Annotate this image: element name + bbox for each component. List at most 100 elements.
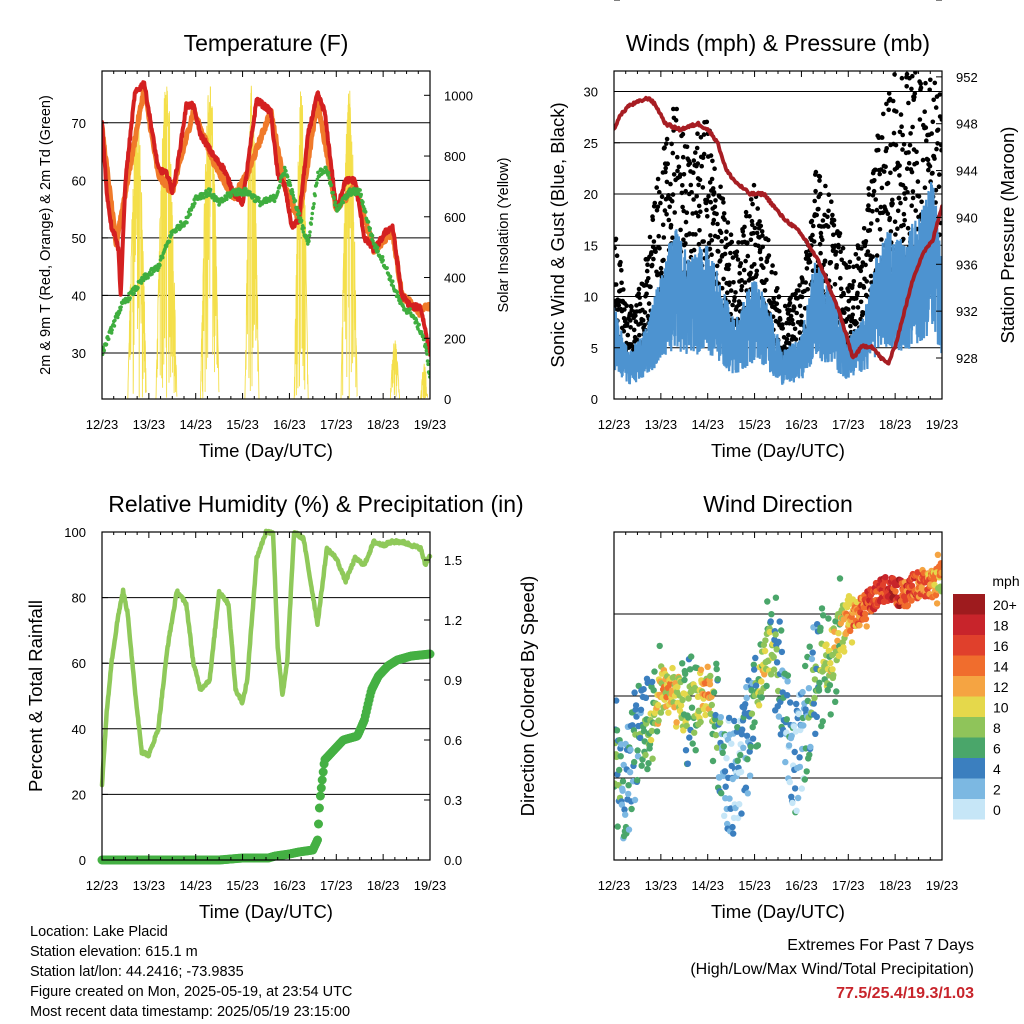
gust-point	[696, 182, 701, 188]
gust-point	[892, 219, 898, 224]
direction-point	[640, 727, 648, 735]
dewpoint-point	[136, 286, 140, 290]
gust-point	[651, 256, 656, 262]
gust-point	[697, 177, 703, 183]
gust-point	[904, 166, 910, 171]
dewpoint-point	[169, 232, 174, 237]
direction-point	[713, 660, 720, 667]
gust-point	[837, 231, 843, 236]
gust-point	[754, 230, 760, 236]
gust-point	[898, 112, 904, 117]
gust-point	[708, 153, 714, 158]
gust-point	[918, 81, 923, 87]
gust-point	[752, 262, 757, 267]
gust-point	[777, 308, 782, 314]
gust-point	[681, 237, 686, 242]
direction-point	[767, 671, 775, 678]
direction-point	[934, 551, 942, 558]
gust-point	[664, 212, 669, 217]
gust-point	[906, 100, 911, 106]
direction-point	[752, 654, 759, 662]
speed-legend: mph 20+ 18 16 14 12 10 8 6 4 2 0	[953, 573, 1020, 820]
dewpoint-point	[229, 193, 234, 198]
direction-point	[686, 666, 694, 673]
direction-point	[681, 676, 688, 684]
gust-point	[670, 192, 676, 197]
solar-insolation-line	[389, 340, 400, 399]
direction-point	[673, 719, 680, 726]
direction-point	[747, 743, 754, 750]
direction-point	[682, 747, 690, 754]
gust-point	[745, 253, 751, 259]
gust-point	[820, 237, 825, 243]
direction-point	[657, 709, 665, 716]
gust-point	[704, 197, 710, 203]
direction-point	[629, 722, 636, 729]
direction-point	[743, 732, 751, 739]
elevation-text: Station elevation: 615.1 m	[30, 944, 198, 960]
gust-point	[738, 261, 744, 266]
direction-point	[820, 612, 827, 619]
direction-point	[933, 600, 941, 607]
gust-point	[726, 266, 731, 272]
gust-point	[927, 87, 932, 93]
gust-point	[854, 296, 859, 301]
gust-point	[659, 194, 665, 200]
gust-point	[728, 250, 733, 256]
gust-point	[890, 201, 895, 207]
direction-point	[750, 661, 757, 668]
x-axis-label: Time (Day/UTC)	[199, 440, 333, 461]
gust-point	[878, 204, 884, 210]
x-tick-label: 19/23	[926, 878, 959, 893]
gust-point	[867, 228, 873, 233]
direction-point	[685, 695, 692, 702]
direction-point	[620, 761, 627, 769]
gust-point	[661, 235, 667, 240]
gust-point	[818, 191, 823, 197]
solar-insolation-line	[244, 85, 260, 399]
gust-point	[735, 257, 741, 262]
gust-point	[774, 301, 780, 307]
dewpoint-point	[395, 290, 400, 295]
gust-point	[812, 198, 817, 204]
direction-point	[784, 692, 791, 699]
direction-point	[904, 602, 912, 609]
direction-point	[669, 664, 676, 672]
gust-point	[817, 241, 823, 247]
direction-point	[723, 755, 730, 762]
gust-point	[748, 270, 753, 276]
direction-point	[744, 790, 751, 797]
gust-point	[719, 239, 724, 244]
gust-point	[939, 143, 942, 148]
direction-point	[728, 740, 735, 747]
gust-point	[630, 344, 636, 350]
direction-point	[721, 768, 729, 775]
gust-point	[751, 230, 756, 236]
direction-point	[614, 823, 621, 830]
gust-point	[660, 222, 666, 228]
dewpoint-point	[334, 203, 338, 208]
gust-point	[689, 190, 694, 195]
dewpoint-point	[370, 233, 375, 238]
dewpoint-point	[309, 222, 314, 226]
legend-label: 14	[993, 659, 1009, 675]
gust-point	[657, 246, 662, 251]
dewpoint-point	[208, 187, 213, 192]
gust-point	[903, 185, 908, 191]
direction-point	[801, 776, 808, 783]
direction-point	[734, 814, 742, 822]
gust-point	[748, 197, 754, 202]
direction-point	[619, 778, 627, 785]
gust-point	[650, 217, 656, 223]
direction-point	[680, 727, 687, 734]
direction-point	[702, 711, 709, 719]
direction-point	[806, 751, 813, 758]
gust-point	[797, 303, 803, 309]
gust-point	[678, 227, 683, 233]
y-tick-label: 15	[584, 238, 598, 253]
y-tick-label: 5	[591, 341, 598, 356]
gust-point	[666, 193, 671, 198]
direction-point	[738, 810, 745, 817]
direction-point	[632, 702, 640, 709]
gust-point	[636, 291, 641, 296]
